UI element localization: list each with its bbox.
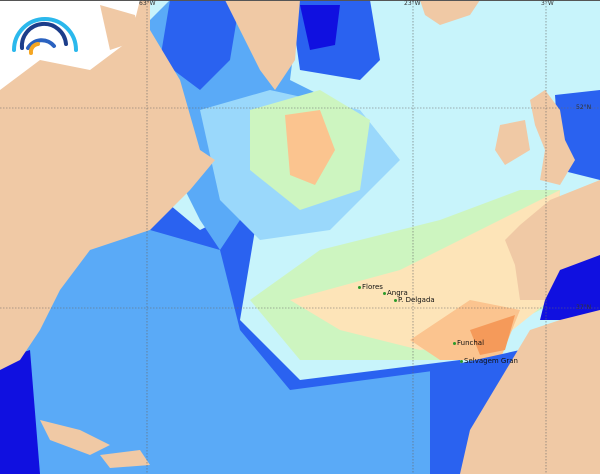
zone-mid-blue — [20, 230, 450, 474]
land-cuba — [40, 420, 110, 455]
zone-orange — [470, 315, 515, 355]
place-flores[interactable]: Flores — [358, 283, 383, 291]
zone-peach-north — [285, 110, 335, 185]
land-africa — [460, 310, 600, 474]
zone-caribbean-deep — [0, 350, 40, 474]
lon-label-23w: 23°W — [404, 0, 421, 7]
location-marker-icon — [358, 285, 361, 289]
lon-label-63w: 63°W — [139, 0, 156, 7]
land-baffin — [100, 5, 140, 50]
land-iberia-france — [505, 180, 600, 300]
land-ireland — [495, 120, 530, 165]
location-marker-icon — [383, 291, 386, 295]
place-label: Angra — [387, 289, 408, 297]
land-hispaniola — [100, 450, 150, 468]
lat-label-52n: 52°N — [576, 104, 592, 111]
wave-arcs-logo — [12, 17, 78, 55]
land-north-america — [0, 0, 215, 370]
place-label: Funchal — [457, 339, 485, 347]
place-label: Flores — [362, 283, 383, 291]
land-great-britain — [530, 90, 575, 185]
land-iceland — [420, 0, 480, 25]
place-funchal[interactable]: Funchal — [453, 339, 484, 347]
lat-label-37n: 37°N — [576, 304, 592, 311]
place-angra[interactable]: Angra — [383, 289, 408, 297]
lon-label-3w: 3°W — [541, 0, 554, 7]
place-ponta-delgada[interactable]: P. Delgada — [394, 296, 435, 304]
land-greenland — [225, 0, 300, 90]
zone-labrador-deep — [160, 0, 240, 90]
location-marker-icon — [453, 341, 456, 345]
location-marker-icon — [394, 298, 397, 302]
zone-north-sea — [540, 55, 600, 90]
place-label: P. Delgada — [398, 296, 435, 304]
zone-irminger-deep — [300, 5, 340, 50]
place-selvagem-grande[interactable]: Selvagem Gran — [460, 357, 518, 365]
location-marker-icon — [460, 359, 463, 363]
place-label: Selvagem Gran — [464, 357, 518, 365]
